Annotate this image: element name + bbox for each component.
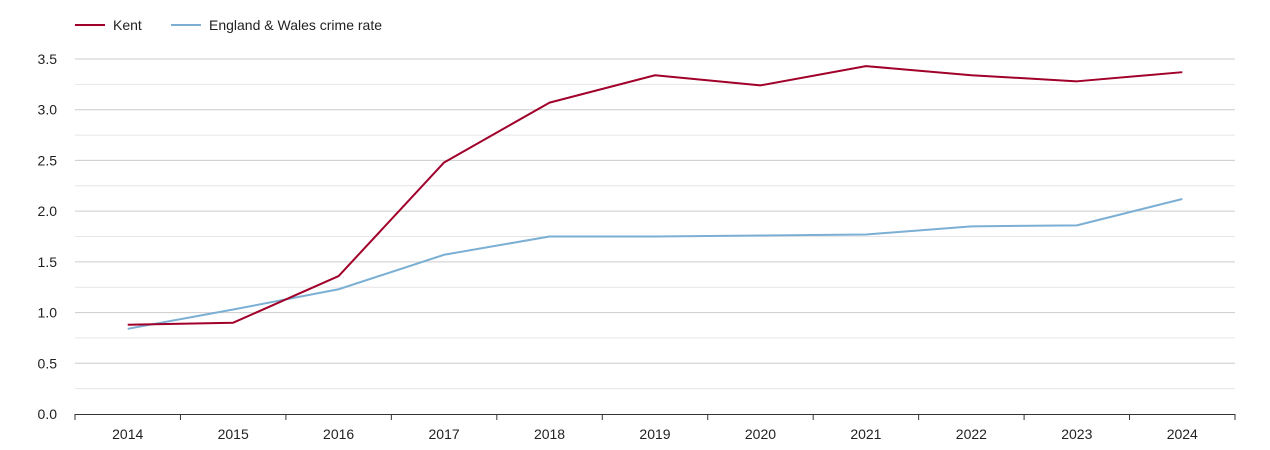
series-lines bbox=[127, 65, 1183, 330]
x-tick-label: 2020 bbox=[745, 426, 776, 442]
x-tick-label: 2014 bbox=[112, 426, 143, 442]
x-tick-label: 2023 bbox=[1061, 426, 1092, 442]
x-tick-label: 2016 bbox=[323, 426, 354, 442]
x-tick-label: 2024 bbox=[1167, 426, 1198, 442]
series-line-1 bbox=[127, 198, 1183, 330]
legend-label: Kent bbox=[113, 17, 142, 33]
y-tick-label: 2.5 bbox=[38, 152, 58, 168]
legend-item-0: Kent bbox=[75, 17, 142, 33]
y-tick-label: 3.0 bbox=[38, 102, 58, 118]
y-tick-label: 3.5 bbox=[38, 51, 58, 67]
legend: Kent England & Wales crime rate bbox=[75, 17, 382, 33]
y-tick-label: 2.0 bbox=[38, 203, 58, 219]
x-tick-label: 2019 bbox=[639, 426, 670, 442]
gridlines bbox=[75, 58, 1235, 390]
y-axis: 0.0 0.5 1.0 1.5 2.0 2.5 3.0 3.5 bbox=[38, 51, 58, 422]
legend-label: England & Wales crime rate bbox=[209, 17, 382, 33]
x-axis: 2014 2015 2016 2017 2018 2019 2020 2021 2022 2023… bbox=[74, 414, 1236, 442]
x-tick-label: 2022 bbox=[956, 426, 987, 442]
x-tick-label: 2017 bbox=[429, 426, 460, 442]
y-tick-label: 0.0 bbox=[38, 406, 58, 422]
x-tick-label: 2021 bbox=[850, 426, 881, 442]
y-tick-label: 1.0 bbox=[38, 305, 58, 321]
legend-item-1: England & Wales crime rate bbox=[171, 17, 382, 33]
series-line-0 bbox=[127, 65, 1183, 326]
y-tick-label: 1.5 bbox=[38, 254, 58, 270]
x-tick-label: 2018 bbox=[534, 426, 565, 442]
y-tick-label: 0.5 bbox=[38, 355, 58, 371]
x-tick-label: 2015 bbox=[218, 426, 249, 442]
